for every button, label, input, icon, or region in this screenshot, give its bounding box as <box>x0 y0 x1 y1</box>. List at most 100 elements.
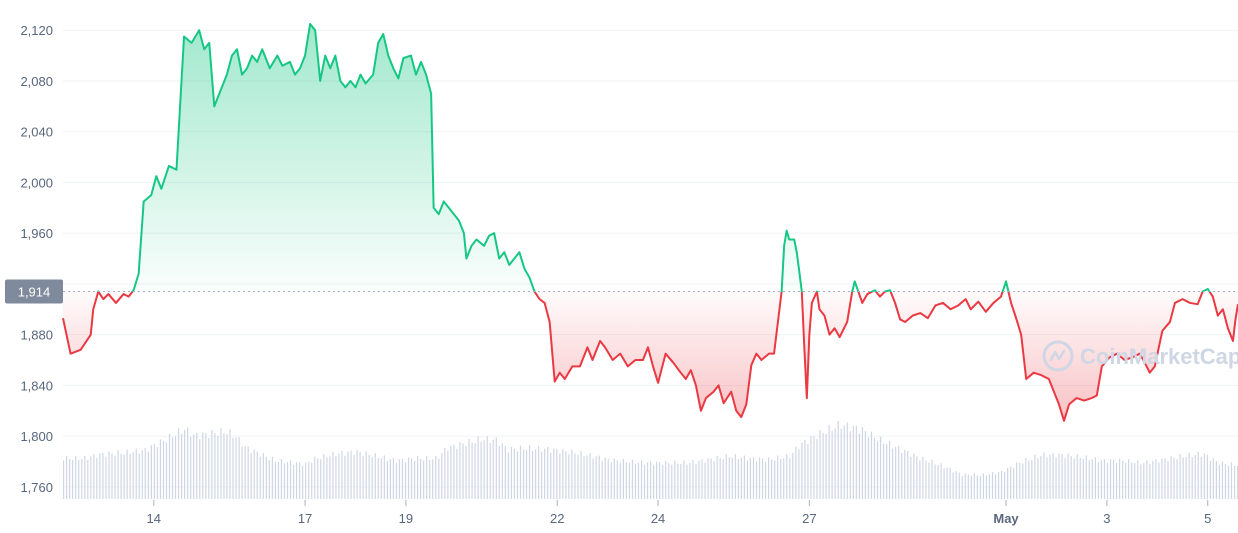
volume-bar-368 <box>1176 459 1178 499</box>
volume-bar-80 <box>305 462 307 499</box>
volume-bar-96 <box>353 454 355 499</box>
x-tick-label-7: 3 <box>1103 511 1110 526</box>
volume-bar-151 <box>519 445 522 499</box>
volume-bar-309 <box>997 472 1000 499</box>
volume-bar-111 <box>398 459 401 499</box>
volume-bar-130 <box>456 448 458 499</box>
volume-bar-279 <box>907 451 909 499</box>
volume-bar-91 <box>338 453 340 499</box>
volume-bar-33 <box>162 440 165 499</box>
volume-bar-363 <box>1161 458 1163 499</box>
volume-bar-260 <box>849 431 851 499</box>
volume-bar-48 <box>208 437 210 499</box>
volume-bar-370 <box>1182 457 1184 499</box>
volume-bar-377 <box>1203 453 1205 499</box>
volume-bar-206 <box>686 464 688 499</box>
y-tick-label-9: 2,120 <box>20 23 53 38</box>
volume-bar-325 <box>1046 457 1048 499</box>
volume-bar-286 <box>928 462 930 499</box>
y-tick-label-5: 1,960 <box>20 226 53 241</box>
volume-bar-29 <box>150 445 152 499</box>
volume-bar-45 <box>199 439 201 499</box>
volume-bar-202 <box>674 460 676 499</box>
x-tick-label-0: 14 <box>147 511 161 526</box>
volume-bar-75 <box>289 460 292 499</box>
volume-bar-248 <box>813 436 815 499</box>
volume-bar-193 <box>646 462 649 499</box>
x-tick-label-5: 27 <box>802 511 816 526</box>
volume-bar-261 <box>852 425 854 499</box>
volume-bar-211 <box>701 459 703 499</box>
volume-bar-154 <box>528 445 531 499</box>
volume-bar-194 <box>649 461 652 499</box>
volume-bar-162 <box>553 448 555 499</box>
volume-bar-252 <box>825 433 827 499</box>
volume-bar-109 <box>392 458 395 499</box>
volume-bar-148 <box>510 446 513 499</box>
volume-bar-196 <box>656 461 658 499</box>
volume-bar-207 <box>689 463 691 499</box>
volume-bar-381 <box>1215 461 1218 499</box>
volume-bar-228 <box>752 457 755 499</box>
volume-bar-302 <box>976 475 978 499</box>
volume-bar-69 <box>271 456 273 499</box>
volume-bar-145 <box>501 443 503 499</box>
volume-bar-313 <box>1010 466 1012 499</box>
volume-bar-86 <box>323 453 325 499</box>
volume-bar-388 <box>1236 465 1238 499</box>
volume-bar-294 <box>952 472 954 499</box>
watermark-text: CoinMarketCap <box>1080 344 1238 369</box>
volume-bar-205 <box>683 460 685 499</box>
volume-bar-156 <box>535 449 537 499</box>
volume-bar-114 <box>407 457 410 499</box>
volume-bar-235 <box>774 460 776 499</box>
volume-bar-306 <box>988 474 991 499</box>
volume-bar-102 <box>371 457 373 499</box>
volume-bar-330 <box>1061 453 1063 499</box>
volume-bar-182 <box>613 458 615 499</box>
volume-bar-203 <box>677 463 679 499</box>
volume-bar-25 <box>138 453 140 499</box>
volume-bar-30 <box>153 444 155 499</box>
y-tick-label-8: 2,080 <box>20 74 53 89</box>
volume-bar-79 <box>302 465 304 499</box>
volume-bar-163 <box>556 449 558 499</box>
volume-bar-140 <box>486 436 488 499</box>
volume-bar-64 <box>256 451 258 499</box>
volume-bar-245 <box>804 440 806 499</box>
price-area <box>63 23 1238 421</box>
volume-bar-293 <box>949 467 951 499</box>
x-axis: 14 17 19 22 24 27 May 3 5 <box>147 500 1211 526</box>
volume-bar-176 <box>595 456 597 499</box>
volume-bar-372 <box>1188 452 1190 499</box>
volume-bar-118 <box>420 458 422 499</box>
volume-bar-257 <box>840 428 842 499</box>
volume-bar-141 <box>489 443 491 499</box>
volume-bar-333 <box>1070 456 1072 499</box>
volume-bar-339 <box>1088 460 1090 499</box>
volume-bar-19 <box>120 453 122 499</box>
volume-bar-288 <box>934 464 936 499</box>
volume-bar-52 <box>220 427 222 499</box>
volume-bar-198 <box>662 465 664 499</box>
volume-bar-107 <box>386 460 388 499</box>
volume-bar-259 <box>846 422 848 499</box>
volume-bar-255 <box>834 428 836 499</box>
volume-bar-254 <box>831 430 833 499</box>
y-tick-label-2: 1,840 <box>20 378 53 393</box>
volume-bar-227 <box>749 457 752 499</box>
volume-bar-343 <box>1100 459 1103 499</box>
y-tick-label-7: 2,040 <box>20 125 53 140</box>
volume-bar-112 <box>401 458 404 499</box>
volume-bar-270 <box>879 436 882 499</box>
volume-bar-85 <box>320 459 322 499</box>
volume-bar-297 <box>961 475 963 499</box>
volume-bar-345 <box>1106 463 1109 499</box>
y-axis: 1,760 1,800 1,840 1,880 1,960 2,000 2,040 2,080… <box>20 23 53 495</box>
volume-bar-26 <box>141 450 143 499</box>
volume-bar-380 <box>1212 458 1214 499</box>
volume-bar-353 <box>1131 462 1133 499</box>
volume-bar-167 <box>568 454 570 499</box>
volume-bar-82 <box>311 462 313 499</box>
volume-bar-5 <box>78 460 80 499</box>
